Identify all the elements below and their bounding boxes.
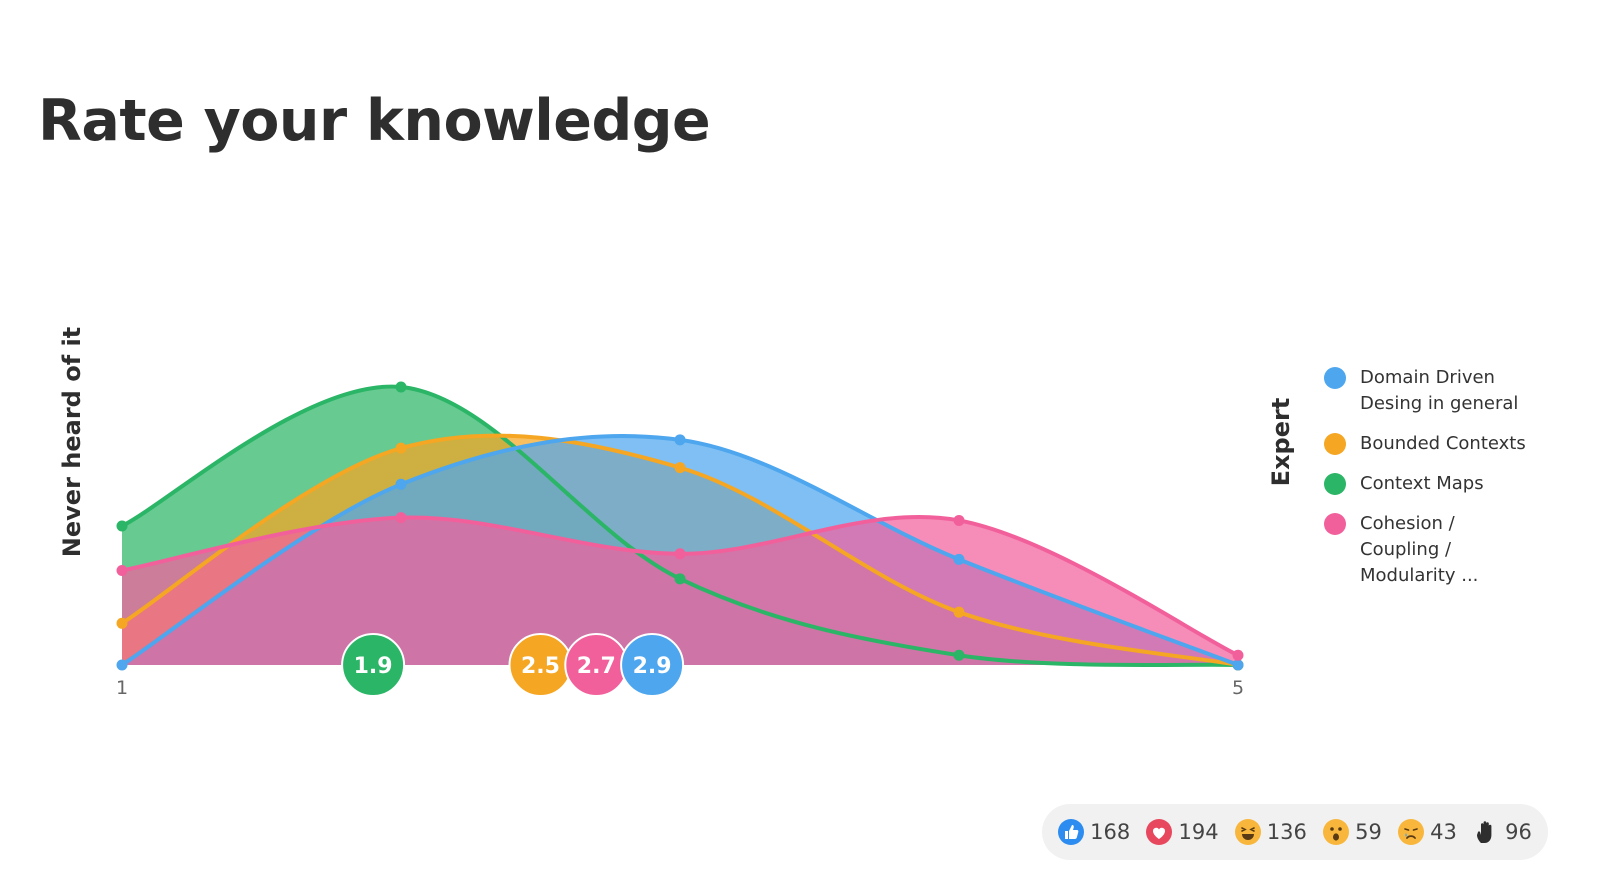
legend-item-cohesion-coupling: Cohesion / Coupling / Modularity ... bbox=[1324, 511, 1564, 589]
mean-label-0: 2.9 bbox=[633, 654, 672, 679]
heart-icon bbox=[1146, 819, 1173, 845]
data-point-3-2 bbox=[674, 548, 686, 560]
data-point-3-4 bbox=[1232, 649, 1244, 661]
reaction-heart[interactable]: 194 bbox=[1146, 819, 1219, 845]
reaction-count: 59 bbox=[1355, 820, 1382, 844]
reaction-laugh[interactable]: 136 bbox=[1234, 819, 1307, 845]
surprised-face-icon bbox=[1323, 819, 1350, 845]
data-point-2-3 bbox=[953, 649, 965, 661]
chart-legend: Domain Driven Desing in general Bounded … bbox=[1324, 365, 1564, 603]
legend-label-cont: Modularity ... bbox=[1360, 565, 1479, 586]
reaction-raised-hand[interactable]: 96 bbox=[1473, 819, 1532, 845]
legend-label-cont: Coupling / bbox=[1360, 539, 1452, 560]
x-tick-label-max: 5 bbox=[1232, 677, 1244, 699]
data-point-3-0 bbox=[116, 564, 128, 576]
data-point-1-3 bbox=[953, 606, 965, 618]
mean-marker-2 bbox=[341, 633, 406, 697]
x-tick-label-min: 1 bbox=[116, 677, 128, 699]
mean-label-2: 1.9 bbox=[354, 654, 393, 679]
legend-item-bounded-contexts: Bounded Contexts bbox=[1324, 431, 1564, 457]
data-point-0-1 bbox=[395, 478, 407, 490]
data-point-2-1 bbox=[395, 381, 407, 393]
legend-label: Bounded Contexts bbox=[1360, 433, 1526, 454]
laughing-face-icon bbox=[1234, 819, 1261, 845]
data-point-0-2 bbox=[674, 434, 686, 446]
data-point-2-2 bbox=[674, 573, 686, 585]
reactions-bar: 168 194 136 59 43 bbox=[1042, 804, 1548, 860]
page-title: Rate your knowledge bbox=[38, 88, 711, 154]
legend-dot-icon bbox=[1324, 433, 1346, 455]
data-point-0-0 bbox=[116, 659, 128, 671]
data-point-3-3 bbox=[953, 514, 965, 526]
reaction-sad[interactable]: 43 bbox=[1398, 819, 1457, 845]
legend-dot-icon bbox=[1324, 513, 1346, 535]
raised-hand-icon bbox=[1477, 821, 1492, 843]
thumbs-up-icon bbox=[1058, 819, 1085, 845]
reaction-thumbs-up[interactable]: 168 bbox=[1058, 819, 1130, 845]
data-point-0-4 bbox=[1232, 659, 1244, 671]
data-point-1-0 bbox=[116, 617, 128, 629]
data-point-1-2 bbox=[674, 462, 686, 474]
legend-item-context-maps: Context Maps bbox=[1324, 471, 1564, 497]
legend-dot-icon bbox=[1324, 473, 1346, 495]
reaction-count: 168 bbox=[1090, 820, 1131, 844]
mean-marker-0 bbox=[620, 633, 685, 697]
mean-label-3: 2.7 bbox=[577, 654, 616, 679]
data-point-0-3 bbox=[953, 553, 965, 565]
data-point-3-1 bbox=[395, 512, 407, 524]
reaction-count: 43 bbox=[1430, 820, 1457, 844]
data-point-2-0 bbox=[116, 520, 128, 532]
legend-label: Context Maps bbox=[1360, 473, 1484, 494]
data-point-1-1 bbox=[395, 442, 407, 454]
legend-dot-icon bbox=[1324, 367, 1346, 389]
legend-label: Domain Driven bbox=[1360, 367, 1495, 388]
reaction-count: 136 bbox=[1266, 820, 1307, 844]
sad-face-icon bbox=[1398, 819, 1425, 845]
mean-label-1: 2.5 bbox=[521, 654, 560, 679]
reaction-count: 194 bbox=[1178, 820, 1219, 844]
legend-item-domain-driven-design: Domain Driven Desing in general bbox=[1324, 365, 1564, 417]
reaction-count: 96 bbox=[1505, 820, 1532, 844]
legend-label: Cohesion / bbox=[1360, 513, 1455, 534]
reaction-surprised[interactable]: 59 bbox=[1323, 819, 1382, 845]
series-line-2 bbox=[121, 384, 1239, 668]
legend-label-cont: Desing in general bbox=[1360, 393, 1519, 414]
